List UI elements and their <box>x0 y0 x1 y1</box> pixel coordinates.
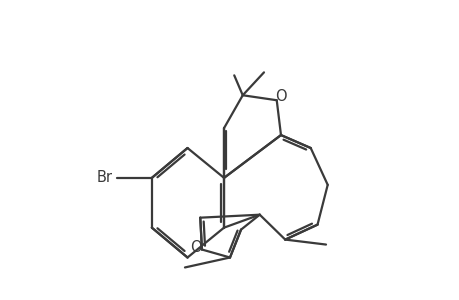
Text: O: O <box>190 239 202 254</box>
Text: Br: Br <box>97 170 113 185</box>
Text: O: O <box>274 89 286 104</box>
